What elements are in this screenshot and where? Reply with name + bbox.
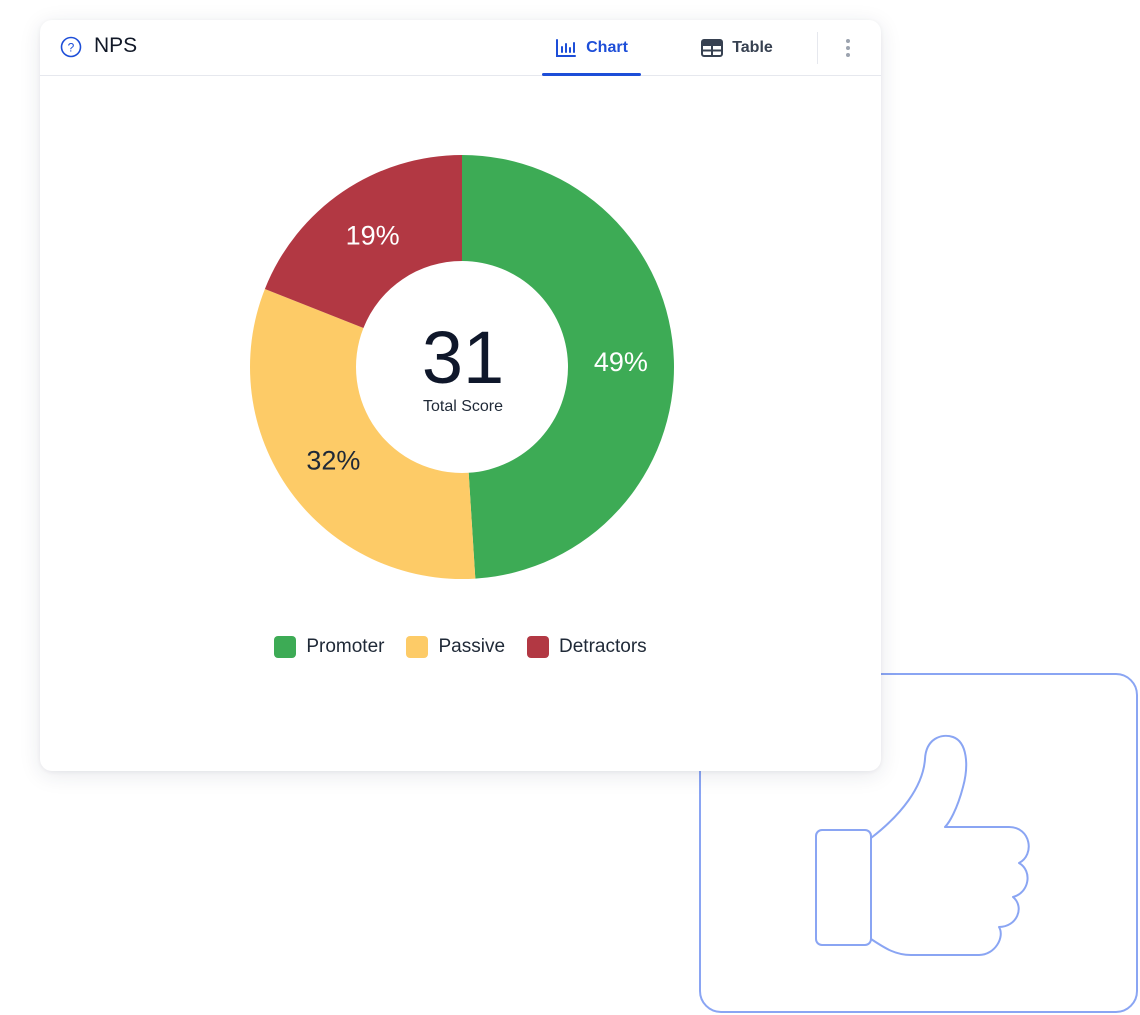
widget-title: NPS (94, 34, 138, 57)
legend-label-promoter: Promoter (306, 636, 385, 657)
legend-item-promoter[interactable]: Promoter (274, 636, 384, 658)
legend-label-detractors: Detractors (559, 636, 647, 657)
tab-chart-label: Chart (586, 38, 628, 56)
header-divider (817, 32, 818, 64)
bar-chart-icon (556, 38, 577, 57)
chart-legend: Promoter Passive Detractors (40, 636, 881, 658)
legend-swatch-passive (406, 636, 429, 658)
legend-swatch-promoter (274, 636, 297, 658)
table-icon (701, 38, 724, 57)
slice-passive[interactable] (250, 288, 476, 580)
nps-donut-chart: 49% 32% 19% (250, 155, 675, 580)
legend-swatch-detractors (527, 636, 550, 658)
tab-table-label: Table (732, 38, 773, 56)
slice-detractors[interactable] (264, 155, 462, 328)
slice-label-promoter: 49% (594, 347, 648, 377)
thumbs-up-icon (815, 734, 1030, 956)
total-score-label: Total Score (422, 398, 504, 415)
legend-label-passive: Passive (438, 636, 506, 657)
slice-promoter[interactable] (462, 155, 675, 579)
widget-header: ? NPS Chart Table (40, 20, 881, 76)
slice-label-detractors: 19% (346, 220, 400, 250)
nps-widget-card: ? NPS Chart Table (40, 20, 881, 771)
more-vertical-icon[interactable] (838, 34, 858, 62)
slice-label-passive: 32% (306, 445, 360, 475)
total-score-value: 31 (421, 316, 505, 399)
tab-table[interactable]: Table (692, 20, 782, 75)
tab-chart[interactable]: Chart (542, 20, 641, 76)
help-circle-icon[interactable]: ? (60, 36, 82, 58)
legend-item-passive[interactable]: Passive (406, 636, 505, 658)
legend-item-detractors[interactable]: Detractors (527, 636, 647, 658)
svg-text:?: ? (68, 41, 75, 55)
